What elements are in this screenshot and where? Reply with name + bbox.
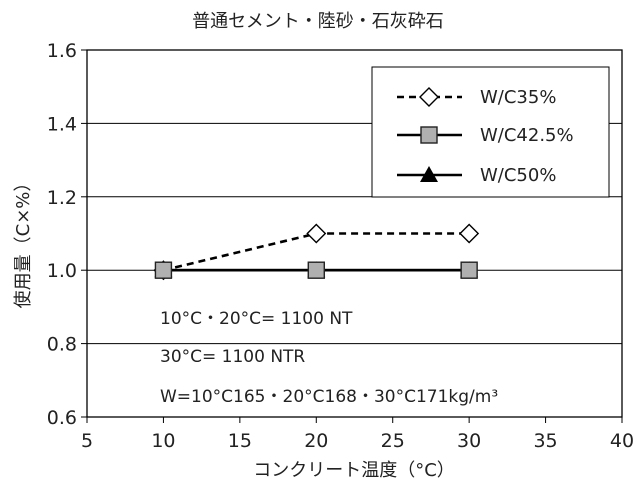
point-square-marker xyxy=(307,261,325,279)
x-tick-label: 5 xyxy=(81,430,93,452)
annotation-nt: 10°C・20°C= 1100 NT xyxy=(160,309,353,329)
x-tick-label: 35 xyxy=(533,430,557,452)
annotation-ntr: 30°C= 1100 NTR xyxy=(160,347,305,367)
legend-square-marker xyxy=(420,126,438,144)
x-axis-title: コンクリート温度（°C） xyxy=(253,460,455,481)
y-tick-label: 0.8 xyxy=(47,334,77,356)
y-tick-label: 0.6 xyxy=(47,407,77,429)
legend-item-1: W/C42.5% xyxy=(397,125,574,146)
point-diamond-marker xyxy=(459,223,480,244)
plot-frame xyxy=(86,49,623,418)
y-axis-title: 使用量（C×%） xyxy=(13,174,34,309)
y-tick-labels: 0.6 0.8 1.0 1.2 1.4 1.6 xyxy=(47,40,87,429)
y-tick-label: 1.4 xyxy=(47,113,77,135)
x-tick-label: 25 xyxy=(381,430,405,452)
legend: W/C35% W/C42.5% W/C50% xyxy=(371,66,610,198)
y-tick-label: 1.6 xyxy=(47,40,77,62)
legend-triangle-marker xyxy=(420,166,438,182)
series-1 xyxy=(154,261,478,279)
point-diamond-marker xyxy=(306,223,327,244)
x-tick-label: 40 xyxy=(610,430,634,452)
x-tick-label: 10 xyxy=(151,430,175,452)
point-square-marker xyxy=(154,261,173,279)
legend-label: W/C42.5% xyxy=(480,125,574,146)
legend-label: W/C35% xyxy=(480,87,556,108)
y-tick-label: 1.2 xyxy=(47,187,77,209)
legend-item-2: W/C50% xyxy=(397,165,556,186)
legend-label: W/C50% xyxy=(480,165,556,186)
annotation-water: W=10°C165・20°C168・30°C171kg/m³ xyxy=(160,387,498,407)
legend-item-0: W/C35% xyxy=(397,87,556,108)
x-tick-label: 15 xyxy=(228,430,252,452)
x-tick-labels: 5 10 15 20 25 30 35 40 xyxy=(81,417,634,452)
x-tick-label: 30 xyxy=(457,430,481,452)
series-layer xyxy=(153,223,480,281)
y-tick-label: 1.0 xyxy=(47,260,77,282)
x-tick-label: 20 xyxy=(304,430,328,452)
chart-title: 普通セメント・陸砂・石灰砕石 xyxy=(192,11,444,32)
legend-diamond-marker xyxy=(419,87,439,107)
point-square-marker xyxy=(460,261,478,279)
